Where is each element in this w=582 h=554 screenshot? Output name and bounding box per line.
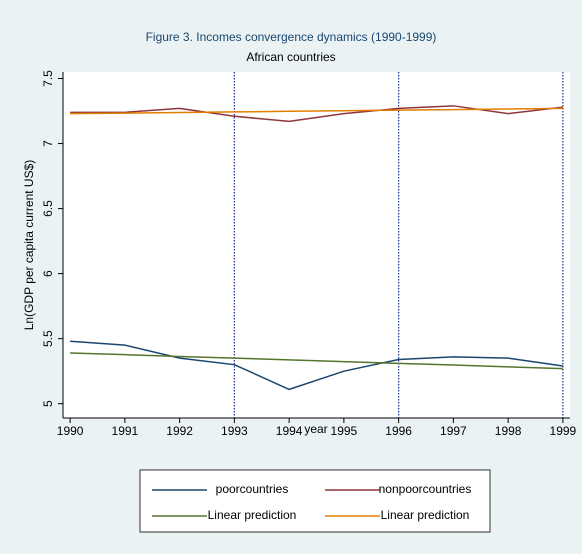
- legend-label: Linear prediction: [208, 508, 297, 522]
- x-tick-label: 1993: [221, 424, 248, 438]
- y-tick-label: 5.5: [41, 330, 55, 347]
- y-tick-label: 6: [41, 270, 55, 277]
- x-tick-label: 1992: [166, 424, 193, 438]
- chart-title: Figure 3. Incomes convergence dynamics (…: [146, 30, 437, 44]
- y-axis-label: Ln(GDP per capita current US$): [22, 160, 36, 331]
- legend-label: nonpoorcountries: [379, 482, 472, 496]
- x-tick-label: 1990: [57, 424, 84, 438]
- y-tick-label: 7: [41, 140, 55, 147]
- x-tick-label: 1999: [550, 424, 577, 438]
- series-line: [70, 340, 563, 391]
- y-tick-label: 5: [41, 400, 55, 407]
- legend-label: Linear prediction: [381, 508, 470, 522]
- y-tick-label: 7.5: [41, 70, 55, 87]
- legend-label: poorcountries: [216, 482, 289, 496]
- x-tick-label: 1995: [331, 424, 358, 438]
- series-line: [70, 352, 563, 370]
- x-tick-label: 1997: [440, 424, 467, 438]
- x-tick-label: 1996: [385, 424, 412, 438]
- y-tick-label: 6.5: [41, 200, 55, 217]
- chart-subtitle: African countries: [246, 50, 335, 64]
- x-axis-label: year: [304, 422, 327, 436]
- legend: [139, 469, 491, 533]
- x-tick-label: 1994: [276, 424, 303, 438]
- x-tick-label: 1991: [112, 424, 139, 438]
- x-tick-label: 1998: [495, 424, 522, 438]
- series-line: [70, 107, 563, 115]
